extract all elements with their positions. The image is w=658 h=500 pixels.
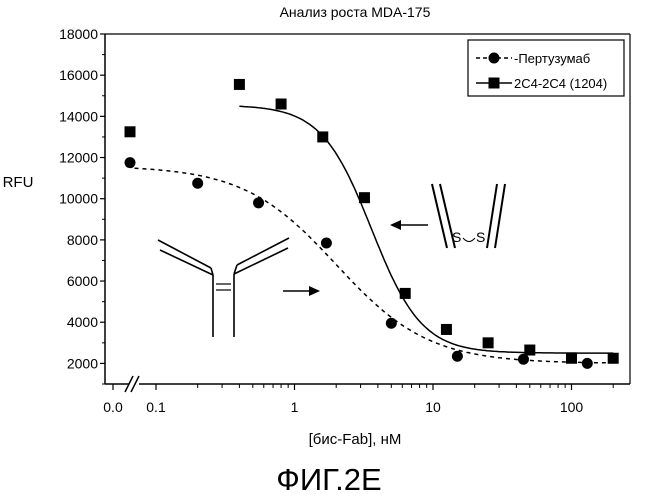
- 2c4-2c4-point: [566, 353, 577, 364]
- 2c4-2c4-point: [524, 345, 535, 356]
- pertuzumab-point: [253, 197, 264, 208]
- x-axis-label: [бис-Fab], нМ: [309, 431, 402, 448]
- x-tick-label: 100: [560, 399, 584, 415]
- disulfide-label-s: S: [476, 229, 485, 245]
- bisfab-sketch-line: [432, 184, 447, 248]
- x-tick-label: 10: [425, 399, 441, 415]
- y-tick-label: 18000: [59, 26, 98, 42]
- legend-label: -Пертузумаб: [514, 51, 590, 66]
- disulfide-bond: [463, 238, 475, 242]
- y-tick-label: 2000: [67, 355, 98, 371]
- 2c4-2c4-point: [441, 324, 452, 335]
- 2c4-2c4-point: [317, 131, 328, 142]
- 2c4-2c4-point: [400, 288, 411, 299]
- 2c4-2c4-point: [234, 79, 245, 90]
- y-axis-label: RFU: [3, 174, 34, 191]
- y-tick-label: 4000: [67, 314, 98, 330]
- fit-curve-2c4-2c4: [239, 106, 613, 353]
- legend: -Пертузумаб 2C4-2C4 (1204): [468, 40, 624, 96]
- arrow-head: [309, 286, 320, 296]
- x-tick-label: 0.1: [146, 399, 166, 415]
- legend-label: 2C4-2C4 (1204): [514, 76, 607, 91]
- pertuzumab-point: [386, 318, 397, 329]
- 2c4-2c4-point: [608, 353, 619, 364]
- antibody-sketch-line: [160, 250, 213, 275]
- figure-label: ФИГ.2E: [0, 462, 658, 498]
- fit-curves: [135, 106, 614, 363]
- pertuzumab-point: [582, 358, 593, 369]
- legend-marker-circle: [489, 53, 500, 64]
- arrow-head: [390, 220, 401, 230]
- 2c4-2c4-point: [276, 99, 287, 110]
- x-tick-label: 0.0: [103, 399, 123, 415]
- pertuzumab-point: [452, 351, 463, 362]
- y-tick-label: 16000: [59, 67, 98, 83]
- legend-marker-square: [489, 78, 500, 89]
- 2c4-2c4-point: [359, 192, 370, 203]
- pertuzumab-point: [192, 178, 203, 189]
- pertuzumab-point: [321, 237, 332, 248]
- disulfide-label-s: S: [452, 229, 461, 245]
- pertuzumab-point: [125, 157, 136, 168]
- y-tick-label: 8000: [67, 232, 98, 248]
- antibody-sketch-line: [158, 240, 211, 268]
- y-tick-label: 12000: [59, 150, 98, 166]
- chart-title: Анализ роста MDA-175: [280, 4, 431, 20]
- y-tick-label: 14000: [59, 108, 98, 124]
- data-points: [125, 79, 619, 369]
- x-tick-label: 1: [291, 399, 299, 415]
- 2c4-2c4-point: [483, 337, 494, 348]
- y-tick-label: 10000: [59, 191, 98, 207]
- 2c4-2c4-point: [125, 126, 136, 137]
- y-tick-label: 6000: [67, 273, 98, 289]
